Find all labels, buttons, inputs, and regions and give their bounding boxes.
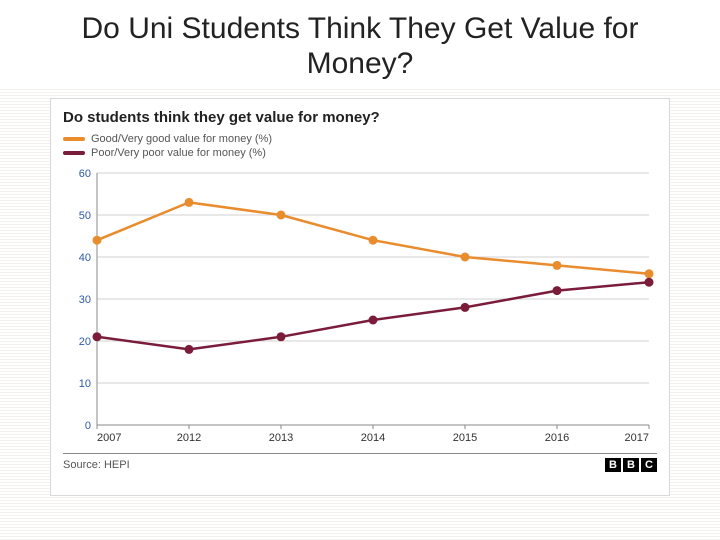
plot-area: 0 10 20 30 40 50 60 2007 2012 2013 2014 2015 2016 201… <box>63 167 657 447</box>
bbc-box-1: B <box>605 458 621 472</box>
svg-text:20: 20 <box>79 336 91 348</box>
chart-svg: 0 10 20 30 40 50 60 2007 2012 2013 2014 2015 2016 201… <box>63 167 659 447</box>
svg-text:2007: 2007 <box>97 432 121 444</box>
svg-text:0: 0 <box>85 420 91 432</box>
legend-swatch-poor <box>63 151 85 155</box>
legend-row-good: Good/Very good value for money (%) <box>63 132 657 146</box>
bbc-box-3: C <box>641 458 657 472</box>
slide-root: Do Uni Students Think They Get Value for… <box>0 0 720 540</box>
chart-title: Do students think they get value for mon… <box>63 109 657 126</box>
svg-text:50: 50 <box>79 210 91 222</box>
svg-text:40: 40 <box>79 252 91 264</box>
svg-text:2014: 2014 <box>361 432 385 444</box>
svg-text:30: 30 <box>79 294 91 306</box>
source-label: Source: HEPI <box>63 459 130 471</box>
chart-card: Do students think they get value for mon… <box>50 98 670 496</box>
bbc-box-2: B <box>623 458 639 472</box>
svg-text:2012: 2012 <box>177 432 201 444</box>
chart-legend: Good/Very good value for money (%) Poor/… <box>63 132 657 161</box>
legend-row-poor: Poor/Very poor value for money (%) <box>63 146 657 160</box>
legend-label-good: Good/Very good value for money (%) <box>91 132 272 146</box>
bbc-logo: B B C <box>605 458 657 472</box>
svg-text:10: 10 <box>79 378 91 390</box>
svg-text:2013: 2013 <box>269 432 293 444</box>
legend-label-poor: Poor/Very poor value for money (%) <box>91 146 266 160</box>
svg-text:2016: 2016 <box>545 432 569 444</box>
svg-text:60: 60 <box>79 168 91 180</box>
chart-footer: Source: HEPI B B C <box>63 453 657 472</box>
legend-swatch-good <box>63 137 85 141</box>
svg-text:2015: 2015 <box>453 432 477 444</box>
svg-text:2017: 2017 <box>625 432 649 444</box>
slide-title: Do Uni Students Think They Get Value for… <box>0 0 720 89</box>
